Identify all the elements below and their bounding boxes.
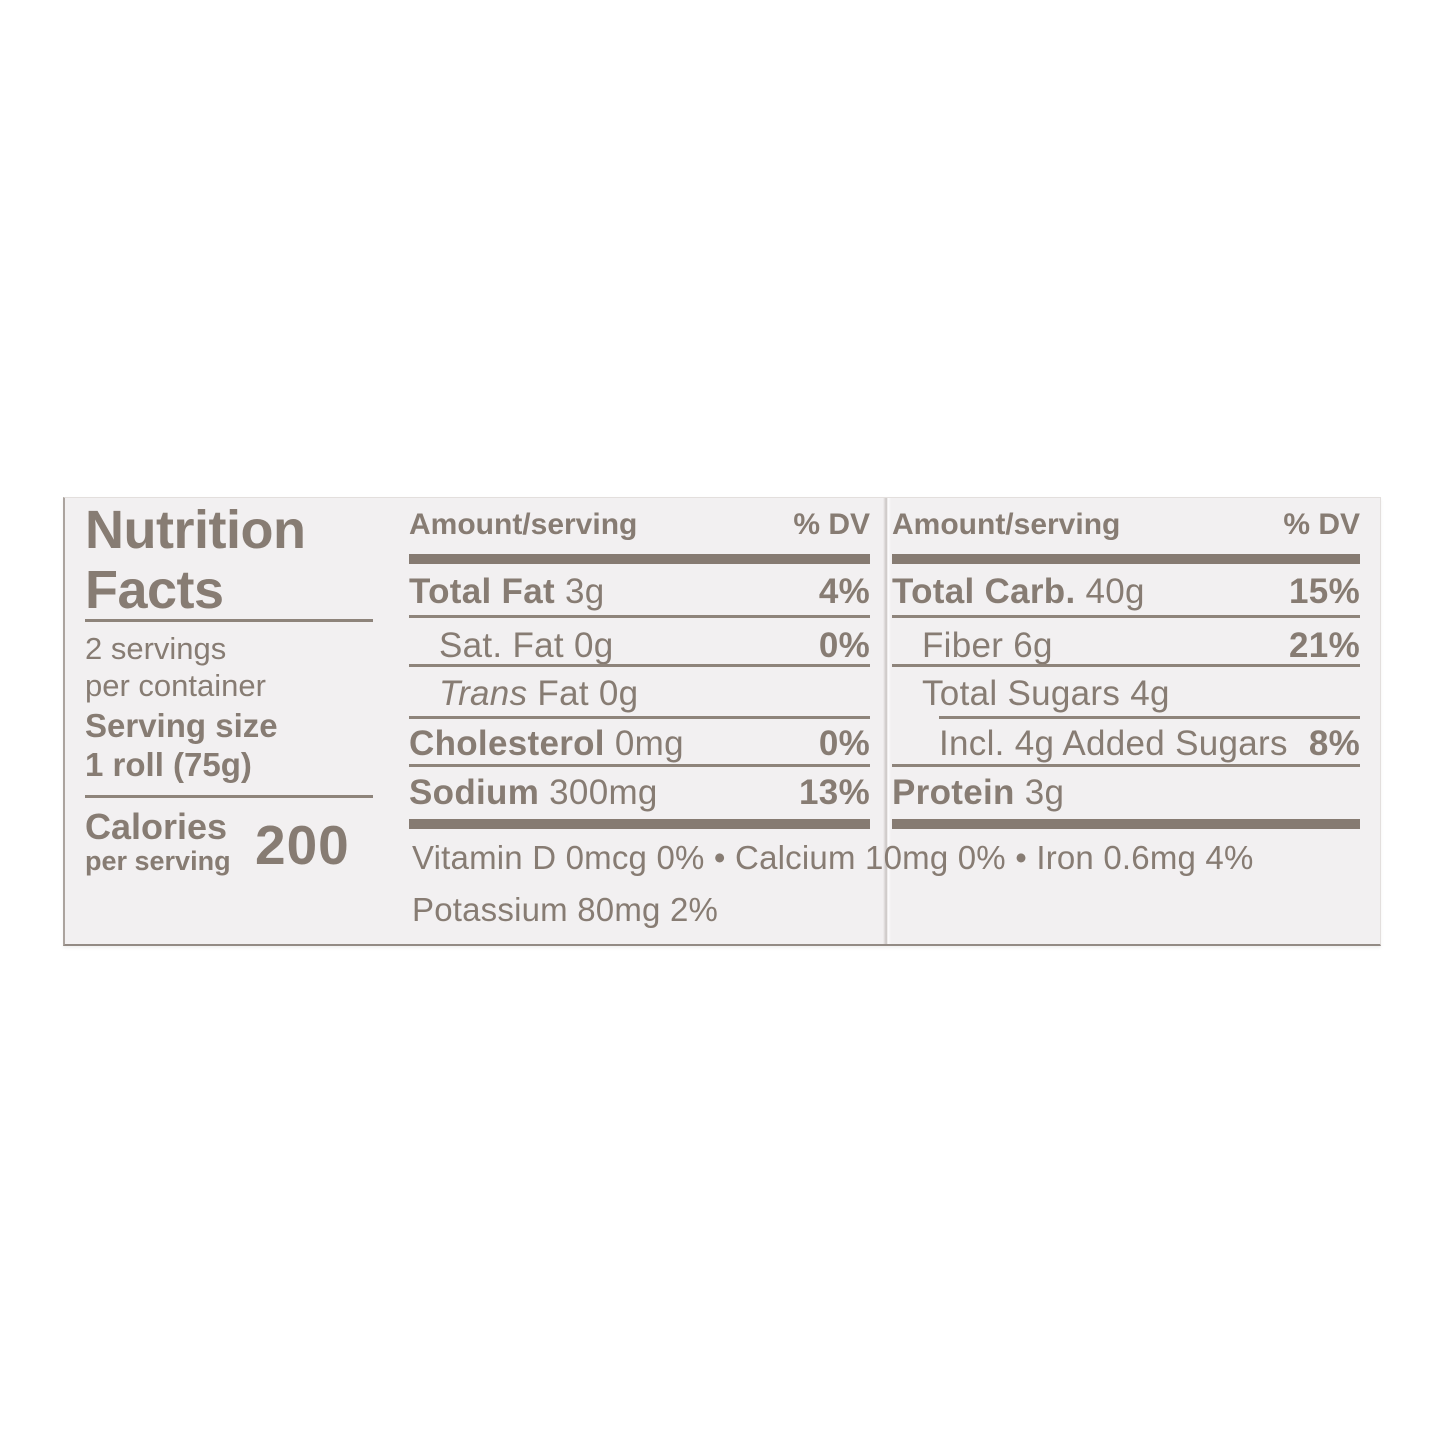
nutrient-amount: 300mg: [549, 773, 658, 812]
micronutrients-line-2: Potassium 80mg 2%: [412, 891, 719, 928]
thick-bar: [892, 819, 1360, 829]
rule: [409, 764, 870, 767]
title-line-2: Facts: [85, 560, 224, 620]
nutrient-dv: 21%: [1289, 626, 1360, 665]
header-amount-serving: Amount/serving: [892, 508, 1121, 541]
nutrient-column-1: Amount/serving % DV Total Fat 3g 4% Sat.…: [409, 498, 870, 944]
nutrient-amount: 0mg: [614, 724, 684, 763]
nutrient-row-trans-fat: Trans Fat 0g: [409, 674, 870, 714]
nutrient-row-added-sugars: Incl. 4g Added Sugars 8%: [892, 724, 1360, 764]
servings-line-1: 2 servings: [85, 631, 227, 666]
nutrient-amount: 0g: [573, 626, 614, 665]
nutrient-name: Fat: [537, 674, 589, 713]
thick-bar: [892, 554, 1360, 564]
nutrition-label: Nutrition Facts 2 servings per container…: [63, 497, 1381, 946]
nutrient-amount: 0g: [598, 674, 639, 713]
nutrient-amount: 3g: [564, 572, 605, 611]
nutrient-name: Cholesterol: [409, 724, 605, 763]
servings-line-2: per container: [85, 668, 266, 703]
serving-size: Serving size 1 roll (75g): [85, 706, 278, 784]
servings-per-container: 2 servings per container: [85, 630, 266, 704]
nutrient-row-sat-fat: Sat. Fat 0g 0%: [409, 626, 870, 666]
nutrient-row-total-fat: Total Fat 3g 4%: [409, 572, 870, 612]
micronutrients-line-1: Vitamin D 0mcg 0% • Calcium 10mg 0% • Ir…: [412, 839, 1254, 876]
nutrient-amount: 40g: [1085, 572, 1145, 611]
thick-bar: [409, 819, 870, 829]
nutrient-name: Sat. Fat: [439, 626, 564, 665]
nutrient-row-total-sugars: Total Sugars 4g: [892, 674, 1360, 714]
rule: [85, 619, 373, 622]
title-line-1: Nutrition: [85, 500, 306, 560]
nutrient-column-2: Amount/serving % DV Total Carb. 40g 15% …: [892, 498, 1360, 944]
column-header: Amount/serving % DV: [892, 508, 1360, 542]
nutrient-row-sodium: Sodium 300mg 13%: [409, 773, 870, 813]
calories-value: 200: [255, 814, 350, 876]
rule: [85, 795, 373, 798]
nutrient-name: Total Fat: [409, 572, 555, 611]
nutrient-row-total-carb: Total Carb. 40g 15%: [892, 572, 1360, 612]
nutrient-dv: 4%: [818, 572, 870, 611]
thick-bar: [409, 554, 870, 564]
rule: [892, 615, 1360, 618]
micronutrients: Vitamin D 0mcg 0% • Calcium 10mg 0% • Ir…: [412, 838, 1362, 930]
column-header: Amount/serving % DV: [409, 508, 870, 542]
rule: [892, 764, 1360, 767]
calories-label: Calories: [85, 806, 228, 847]
nutrient-amount: 3g: [1024, 773, 1065, 812]
nutrient-dv: 8%: [1308, 724, 1360, 763]
serving-size-label: Serving size: [85, 707, 278, 744]
nutrient-name-italic: Trans: [439, 674, 528, 713]
nutrient-row-protein: Protein 3g: [892, 773, 1360, 813]
calories-sublabel: per serving: [85, 846, 231, 876]
nutrient-dv: 15%: [1289, 572, 1360, 611]
serving-size-value: 1 roll (75g): [85, 746, 252, 783]
rule: [939, 716, 1360, 719]
header-percent-dv: % DV: [1283, 508, 1360, 541]
nutrient-name: Fiber: [922, 626, 1004, 665]
nutrient-name: Sodium: [409, 773, 540, 812]
rule: [409, 615, 870, 618]
nutrient-amount: 6g: [1013, 626, 1053, 665]
header-amount-serving: Amount/serving: [409, 508, 638, 541]
nutrient-row-fiber: Fiber 6g 21%: [892, 626, 1360, 666]
rule: [409, 716, 870, 719]
nutrient-name: Total Carb.: [892, 572, 1076, 611]
nutrition-facts-title: Nutrition Facts: [85, 500, 306, 620]
nutrient-dv: 0%: [818, 626, 870, 665]
nutrient-row-cholesterol: Cholesterol 0mg 0%: [409, 724, 870, 764]
rule: [409, 664, 870, 667]
nutrient-name: Incl. 4g Added Sugars: [939, 724, 1288, 763]
nutrient-name: Protein: [892, 773, 1015, 812]
header-percent-dv: % DV: [793, 508, 870, 541]
nutrient-dv: 13%: [799, 773, 870, 812]
rule: [892, 664, 1360, 667]
nutrient-amount: 4g: [1130, 674, 1170, 713]
nutrient-name: Total Sugars: [922, 674, 1121, 713]
nutrient-dv: 0%: [818, 724, 870, 763]
